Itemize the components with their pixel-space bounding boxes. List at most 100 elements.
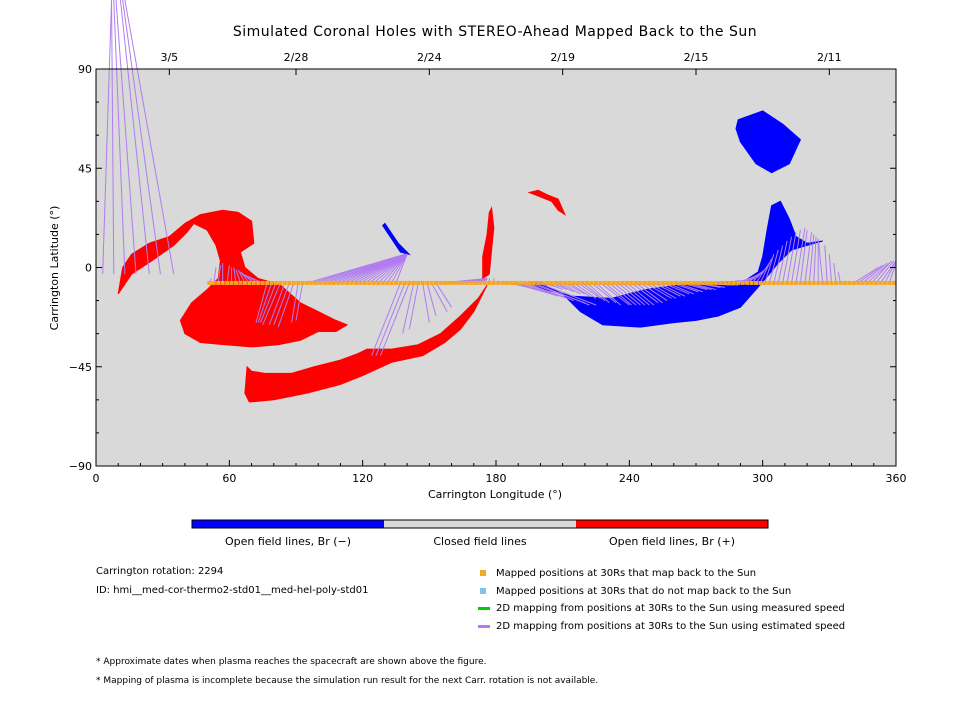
mapped-point-58 — [465, 280, 470, 285]
mapped-point-42 — [394, 280, 398, 285]
mapped-point-6 — [234, 280, 238, 285]
mapped-point-7 — [238, 280, 243, 285]
mapped-point-152 — [882, 280, 887, 285]
coronal-hole-negative-0 — [735, 110, 802, 174]
mapping-line-81 — [538, 282, 597, 306]
mapping-line-134 — [773, 245, 784, 284]
mapping-line-137 — [786, 232, 797, 284]
y-axis-label: Carrington Latitude (°) — [48, 206, 61, 331]
coronal-hole-positive-4 — [244, 284, 488, 403]
mapping-line-105 — [644, 282, 672, 299]
mapped-point-70 — [518, 280, 523, 285]
mapping-line-158 — [888, 262, 897, 284]
mapped-point-98 — [642, 280, 647, 285]
mapped-point-52 — [438, 280, 443, 285]
mapped-point-135 — [807, 280, 812, 285]
mapped-point-120 — [740, 280, 745, 285]
mapped-point-30 — [340, 280, 345, 285]
mapping-line-11 — [226, 265, 230, 284]
mapping-line-94 — [595, 282, 621, 306]
mapping-line-150 — [853, 267, 879, 284]
mapped-point-119 — [736, 280, 741, 285]
colorbar-segment-0 — [192, 520, 384, 528]
y-tick-label-1: −45 — [69, 361, 92, 374]
mapping-line-23 — [262, 282, 281, 326]
mapping-line-90 — [577, 282, 601, 299]
mapping-line-132 — [764, 254, 775, 284]
mapped-point-14 — [269, 280, 274, 285]
mapping-line-103 — [635, 282, 663, 304]
mapped-point-130 — [785, 280, 790, 285]
mapping-line-80 — [533, 282, 590, 306]
mapped-point-5 — [229, 280, 234, 285]
legend-item-mapped: Mapped positions at 30Rs that map back t… — [478, 566, 756, 580]
mapped-point-86 — [589, 280, 594, 285]
mapped-point-154 — [891, 280, 896, 285]
mapped-point-59 — [469, 280, 474, 285]
mapped-point-118 — [731, 280, 736, 285]
coronal-hole-positive-5 — [482, 206, 495, 280]
colorbar: Open field lines, Br (−) Closed field lin… — [191, 519, 769, 548]
colorbar-label-2: Open field lines, Br (+) — [609, 535, 735, 548]
mapped-point-87 — [594, 280, 598, 285]
mapped-point-18 — [287, 280, 292, 285]
mapped-point-139 — [825, 280, 830, 285]
mapping-line-5 — [122, 0, 161, 275]
mapped-point-61 — [478, 280, 483, 285]
mapping-line-46 — [382, 253, 408, 284]
colorbar-label-0: Open field lines, Br (−) — [225, 535, 351, 548]
mapped-point-123 — [754, 280, 758, 285]
mapped-point-21 — [300, 280, 305, 285]
y-tick-label-2: 0 — [85, 262, 92, 275]
mapping-line-15 — [237, 269, 246, 284]
mapped-point-44 — [402, 280, 407, 285]
plot-area: 0 60 120 180 240 300 360 −90 −45 0 45 90 3/5 2/28 2/24… — [69, 0, 907, 485]
mapped-point-67 — [505, 280, 510, 285]
mapped-point-127 — [771, 280, 776, 285]
mapping-line-147 — [828, 254, 833, 283]
mapped-point-78 — [554, 280, 558, 285]
mapped-point-11 — [256, 280, 261, 285]
mapping-line-139 — [795, 227, 806, 284]
mapped-point-108 — [687, 280, 692, 285]
mapped-point-112 — [705, 280, 710, 285]
mapping-line-142 — [808, 234, 815, 283]
mapped-point-88 — [598, 280, 603, 285]
chart-title: Simulated Coronal Holes with STEREO-Ahea… — [233, 24, 757, 40]
mapped-point-141 — [834, 280, 838, 285]
mapped-point-134 — [802, 280, 807, 285]
mapping-line-49 — [395, 254, 408, 284]
mapped-point-147 — [860, 280, 865, 285]
mapped-point-122 — [749, 280, 754, 285]
mapping-line-51 — [375, 282, 406, 356]
mapping-line-146 — [824, 245, 828, 283]
mapped-point-40 — [385, 280, 390, 285]
mapping-line-55 — [422, 282, 430, 323]
mapped-point-54 — [447, 280, 452, 285]
mapped-point-116 — [722, 280, 727, 285]
x-tick-label-0: 0 — [93, 472, 100, 485]
mapped-point-104 — [669, 280, 674, 285]
mapped-point-133 — [798, 280, 803, 285]
mapped-point-80 — [562, 280, 567, 285]
mapped-point-15 — [274, 280, 278, 285]
mapping-line-22 — [259, 282, 277, 323]
colorbar-frame — [191, 519, 769, 529]
mapped-point-146 — [856, 280, 861, 285]
mapping-line-156 — [880, 260, 897, 284]
legend-label-unmapped: Mapped positions at 30Rs that do not map… — [496, 585, 792, 597]
mapping-line-107 — [653, 282, 681, 297]
mapped-point-48 — [420, 280, 425, 285]
mapped-point-124 — [758, 280, 763, 285]
mapped-point-26 — [322, 280, 327, 285]
mapped-point-109 — [691, 280, 696, 285]
mapped-point-65 — [496, 280, 501, 285]
mapping-line-1 — [111, 0, 115, 275]
mapped-point-150 — [874, 280, 878, 285]
mapped-point-93 — [620, 280, 625, 285]
mapping-line-141 — [804, 232, 813, 284]
mapping-line-48 — [391, 254, 408, 284]
legend-label-estimated: 2D mapping from positions at 30Rs to the… — [496, 620, 846, 632]
mapping-line-13 — [233, 267, 237, 284]
mapped-point-92 — [616, 280, 621, 285]
